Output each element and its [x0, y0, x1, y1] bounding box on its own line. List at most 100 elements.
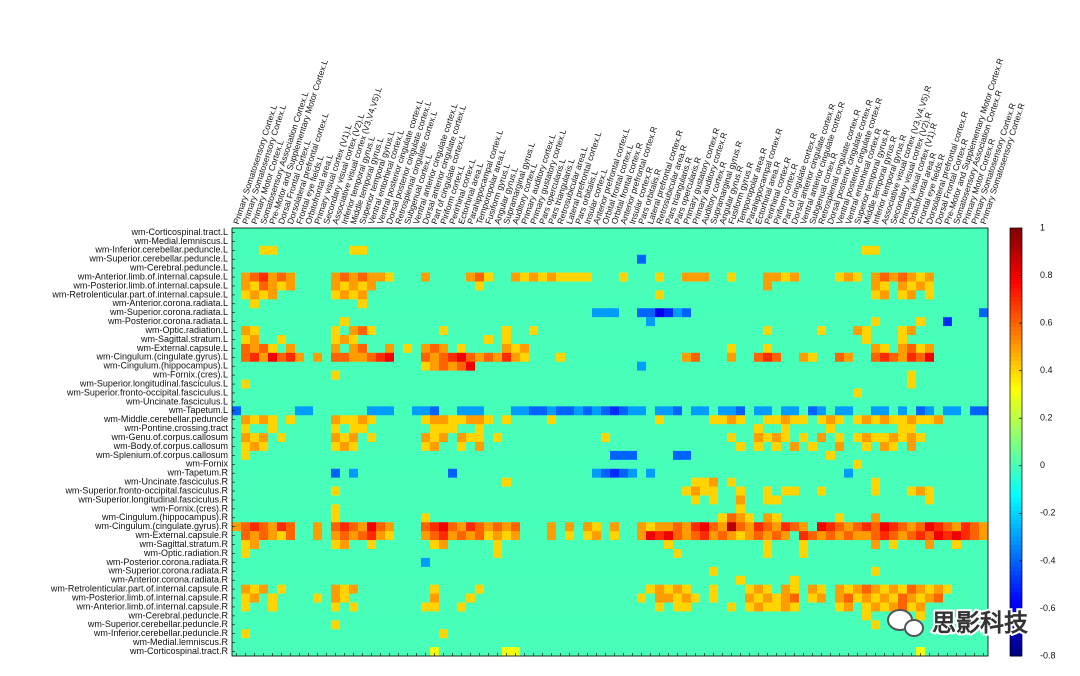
heatmap-cell — [700, 459, 710, 470]
heatmap-cell — [232, 352, 242, 363]
heatmap-cell — [277, 272, 287, 282]
heatmap-cell — [439, 566, 449, 577]
heatmap-cell — [286, 308, 296, 318]
heatmap-cell — [898, 647, 908, 657]
heatmap-cell — [547, 468, 557, 478]
heatmap-cell — [466, 549, 476, 559]
heatmap-cell — [637, 317, 647, 327]
heatmap-cell — [628, 415, 638, 425]
heatmap-cell — [826, 540, 836, 550]
heatmap-cell — [934, 504, 944, 514]
heatmap-cell — [466, 584, 476, 594]
heatmap-cell — [628, 326, 638, 336]
heatmap-cell — [619, 566, 629, 577]
heatmap-cell — [826, 593, 836, 603]
heatmap-cell — [943, 495, 953, 505]
heatmap-cell — [583, 317, 593, 327]
heatmap-cell — [322, 575, 332, 585]
heatmap-cell — [898, 299, 908, 309]
heatmap-cell — [610, 308, 620, 318]
heatmap-cell — [304, 531, 314, 541]
heatmap-cell — [250, 415, 260, 425]
heatmap-cell — [655, 254, 665, 264]
heatmap-cell — [754, 299, 764, 309]
heatmap-cell — [457, 513, 467, 523]
heatmap-cell — [673, 442, 683, 452]
heatmap-cell — [772, 281, 782, 291]
colorbar-segment — [1010, 412, 1022, 417]
heatmap-cell — [574, 388, 584, 398]
heatmap-cell — [601, 638, 611, 648]
heatmap-cell — [394, 281, 404, 291]
heatmap-cell — [655, 566, 665, 577]
heatmap-cell — [394, 584, 404, 594]
heatmap-cell — [547, 335, 557, 345]
heatmap-cell — [727, 433, 737, 443]
heatmap-cell — [889, 228, 899, 238]
heatmap-cell — [628, 388, 638, 398]
heatmap-cell — [781, 236, 791, 247]
heatmap-cell — [808, 397, 818, 407]
heatmap-cell — [376, 254, 386, 264]
heatmap-cell — [619, 352, 629, 363]
heatmap-cell — [601, 370, 611, 380]
heatmap-cell — [673, 272, 683, 282]
heatmap-cell — [322, 415, 332, 425]
heatmap-cell — [403, 495, 413, 505]
heatmap-cell — [934, 272, 944, 282]
heatmap-cell — [619, 370, 629, 380]
heatmap-cell — [952, 352, 962, 363]
heatmap-cell — [646, 549, 656, 559]
heatmap-cell — [349, 317, 359, 327]
heatmap-cell — [331, 335, 341, 345]
heatmap-cell — [772, 477, 782, 487]
heatmap-cell — [952, 513, 962, 523]
heatmap-cell — [718, 254, 728, 264]
heatmap-cell — [925, 361, 935, 371]
heatmap-cell — [295, 370, 305, 380]
heatmap-cell — [682, 290, 692, 300]
heatmap-cell — [367, 290, 377, 300]
heatmap-cell — [727, 379, 737, 389]
heatmap-cell — [835, 522, 845, 532]
heatmap-cell — [637, 459, 647, 470]
heatmap-cell — [898, 397, 908, 407]
heatmap-cell — [259, 495, 269, 505]
row-label: wm-Inferior.cerebellar.peduncle.L — [94, 245, 228, 255]
heatmap-cell — [943, 388, 953, 398]
heatmap-cell — [727, 442, 737, 452]
heatmap-cell — [655, 522, 665, 532]
heatmap-cell — [817, 504, 827, 514]
heatmap-cell — [862, 504, 872, 514]
heatmap-cell — [367, 468, 377, 478]
heatmap-cell — [421, 584, 431, 594]
heatmap-cell — [619, 575, 629, 585]
heatmap-cell — [781, 442, 791, 452]
heatmap-cell — [457, 406, 467, 416]
heatmap-cell — [682, 477, 692, 487]
heatmap-cell — [943, 459, 953, 470]
heatmap-cell — [430, 379, 440, 389]
heatmap-cell — [907, 504, 917, 514]
heatmap-cell — [376, 647, 386, 657]
heatmap-cell — [349, 236, 359, 247]
heatmap-cell — [808, 379, 818, 389]
heatmap-cell — [502, 433, 512, 443]
heatmap-cell — [979, 459, 989, 470]
heatmap-cell — [286, 602, 296, 612]
heatmap-cell — [844, 343, 854, 354]
heatmap-cell — [772, 593, 782, 603]
heatmap-cell — [439, 379, 449, 389]
heatmap-cell — [259, 513, 269, 523]
heatmap-cell — [394, 468, 404, 478]
heatmap-cell — [313, 575, 323, 585]
heatmap-cell — [961, 308, 971, 318]
heatmap-cell — [898, 290, 908, 300]
heatmap-cell — [268, 504, 278, 514]
heatmap-cell — [268, 638, 278, 648]
colorbar-segment — [1010, 390, 1022, 396]
heatmap-cell — [502, 629, 512, 639]
heatmap-cell — [232, 379, 242, 389]
row-label: wm-Superior.longitudinal.fasciculus.L — [79, 378, 228, 388]
heatmap-cell — [862, 450, 872, 461]
